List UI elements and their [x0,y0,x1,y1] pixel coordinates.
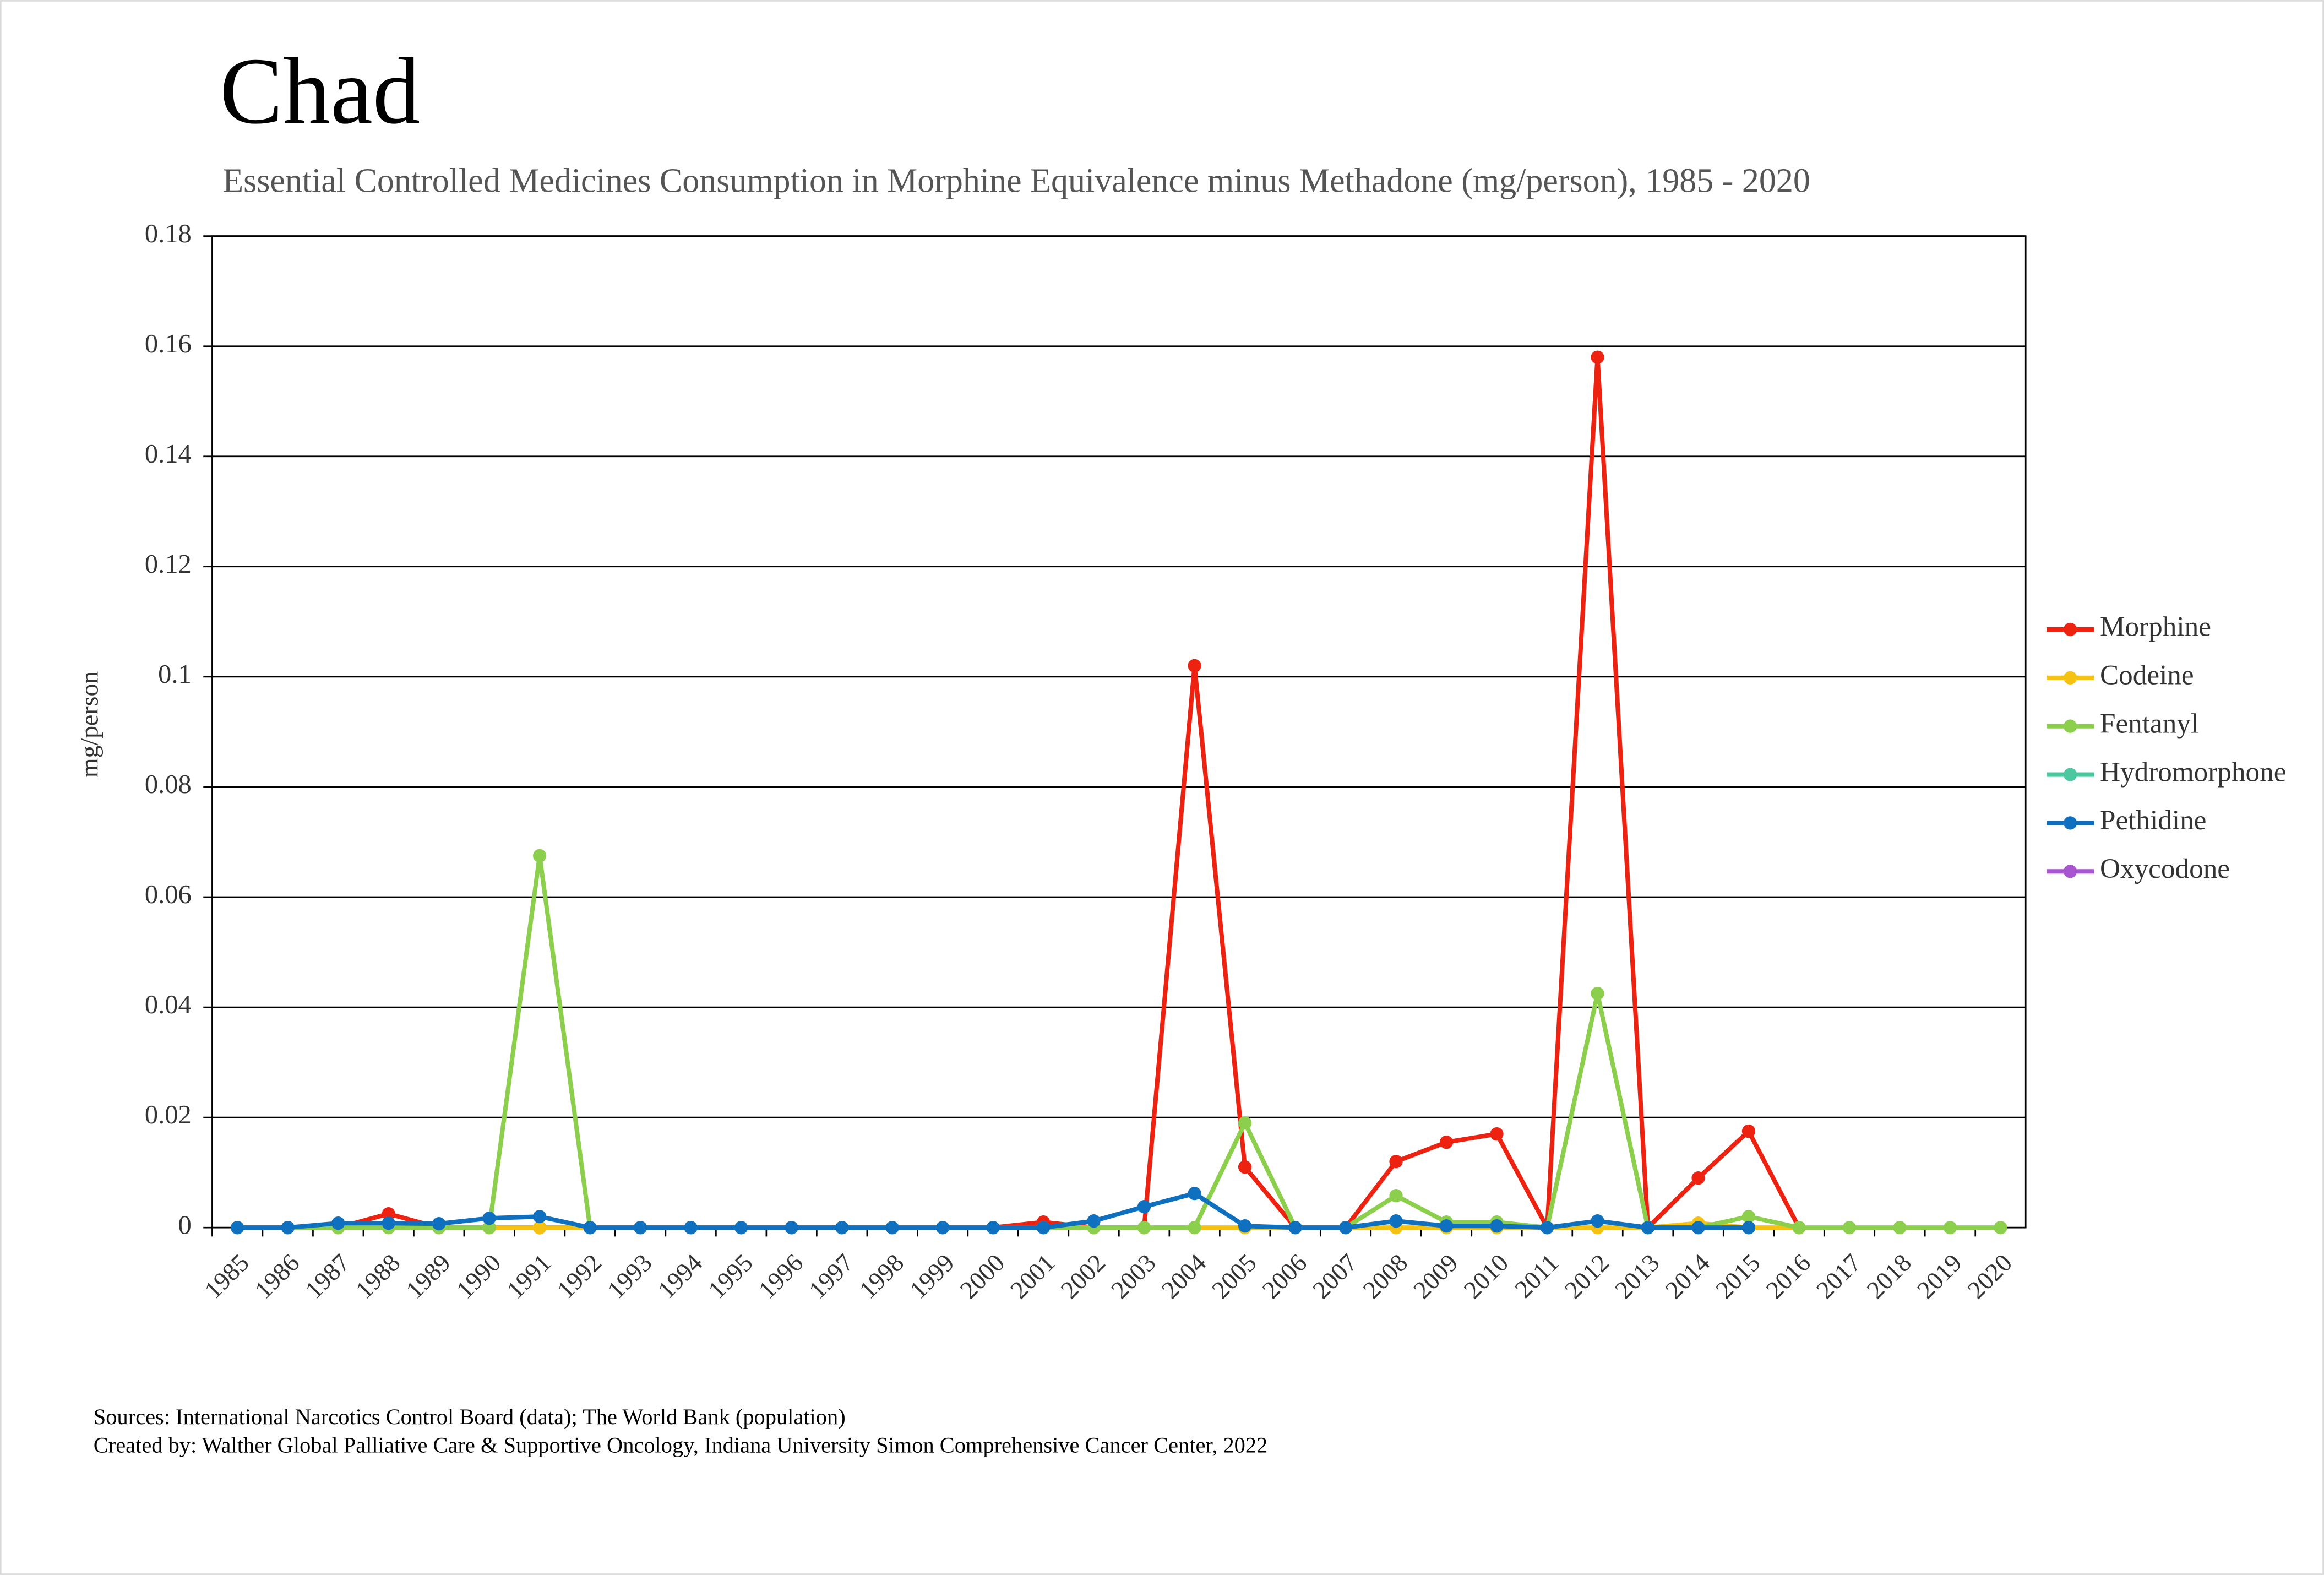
legend-label: Fentanyl [2100,708,2198,739]
data-point [1792,1221,1806,1235]
legend-marker [2063,865,2077,878]
data-point [533,849,547,863]
data-point [1691,1171,1705,1185]
data-point [1036,1221,1051,1235]
legend-label: Codeine [2100,660,2194,691]
data-point [1591,1214,1604,1228]
legend-marker [2063,671,2077,685]
legend-label: Hydromorphone [2100,756,2286,788]
data-point [533,1210,547,1224]
y-tick-label: 0.06 [145,880,192,909]
data-point [1842,1221,1857,1235]
legend-marker [2063,768,2077,781]
data-point [1691,1221,1705,1235]
data-point [1188,659,1201,673]
legend-label: Pethidine [2100,805,2206,836]
data-point [1238,1160,1252,1174]
legend-label: Morphine [2100,611,2211,643]
data-point [1741,1210,1756,1224]
data-point [1238,1219,1252,1233]
data-point [583,1221,597,1235]
y-tick-label: 0.08 [145,770,192,799]
data-point [1439,1136,1454,1149]
data-point [382,1216,395,1230]
data-point [1439,1219,1454,1233]
legend-marker [2063,719,2077,733]
data-point [1893,1221,1907,1235]
data-point [986,1221,1000,1235]
credit: Created by: Walther Global Palliative Ca… [94,1432,1268,1457]
data-point [482,1212,496,1225]
data-point [1389,1189,1403,1203]
data-point [1741,1221,1756,1235]
data-point [1540,1221,1554,1235]
data-point [281,1221,295,1235]
data-point [734,1221,748,1235]
y-tick-label: 0.16 [145,329,192,359]
data-point [1389,1214,1403,1228]
data-point [1137,1200,1151,1214]
y-tick-label: 0.04 [145,990,192,1019]
data-point [1188,1187,1201,1201]
y-tick-label: 0.1 [158,660,192,689]
y-tick-label: 0.14 [145,439,192,469]
data-point [1591,986,1604,1001]
y-tick-label: 0.12 [145,550,192,579]
data-point [1591,350,1604,364]
data-point [1490,1127,1504,1141]
data-point [1741,1125,1756,1138]
chart-title: Chad [220,39,420,144]
data-point [231,1221,244,1235]
data-point [1994,1221,2007,1235]
data-point [835,1221,849,1235]
legend-marker [2063,622,2077,637]
data-point [684,1221,698,1235]
data-point [885,1221,899,1235]
legend-marker [2063,816,2077,830]
sources: Sources: International Narcotics Control… [94,1404,846,1429]
legend-label: Oxycodone [2100,853,2230,884]
data-point [634,1221,647,1235]
data-point [1338,1221,1353,1235]
data-point [1087,1214,1101,1228]
data-point [1188,1221,1201,1235]
data-point [432,1217,446,1231]
data-point [382,1207,395,1221]
chart-subtitle: Essential Controlled Medicines Consumpti… [222,162,1810,200]
data-point [1137,1221,1151,1235]
data-point [533,1221,547,1235]
y-tick-label: 0.02 [145,1100,192,1129]
data-point [1641,1221,1655,1235]
data-point [1238,1116,1252,1130]
data-point [1490,1219,1504,1233]
data-point [1943,1221,1957,1235]
data-point [482,1221,496,1235]
data-point [331,1216,345,1230]
y-axis-label: mg/person [75,671,104,778]
data-point [1288,1221,1302,1235]
y-tick-label: 0 [178,1210,191,1240]
y-tick-label: 0.18 [145,219,192,248]
data-point [785,1221,798,1235]
data-point [935,1221,950,1235]
data-point [1389,1155,1403,1169]
